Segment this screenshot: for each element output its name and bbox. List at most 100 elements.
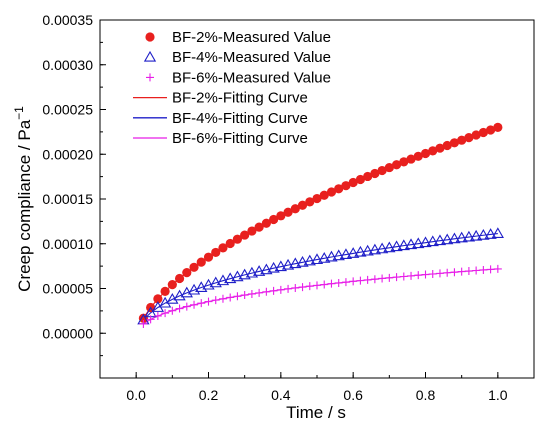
data-point-series-3 xyxy=(161,309,170,318)
data-point-series-1 xyxy=(435,143,445,153)
data-point-series-1 xyxy=(478,127,488,138)
data-point-series-2 xyxy=(426,235,439,247)
data-point-series-3 xyxy=(479,265,488,274)
data-point-series-1 xyxy=(218,243,228,253)
data-point-series-2 xyxy=(354,245,367,257)
data-point-series-1 xyxy=(399,157,409,167)
data-point-series-3 xyxy=(313,281,321,290)
data-point-series-3 xyxy=(493,264,502,273)
data-point-series-3 xyxy=(341,278,350,287)
data-point-series-2 xyxy=(477,228,490,240)
data-point-series-3 xyxy=(450,268,459,277)
data-point-series-3 xyxy=(182,302,191,311)
data-point-series-2 xyxy=(419,236,432,248)
y-axis-ticks: 0.00000 0.00005 0.00010 0.00015 0.00020 0.000… xyxy=(42,12,106,379)
data-point-series-3 xyxy=(146,315,155,324)
data-point-series-3 xyxy=(327,279,336,288)
data-point-series-3 xyxy=(262,287,271,296)
data-point-series-1 xyxy=(493,122,503,132)
legend-label-5: BF-4%-Fitting Curve xyxy=(172,110,308,127)
data-point-series-1 xyxy=(232,234,243,244)
data-point-series-3 xyxy=(457,267,466,276)
data-point-series-2 xyxy=(310,253,324,265)
y-tick-label: 0.00015 xyxy=(42,191,93,207)
data-point-series-1 xyxy=(283,207,293,217)
data-point-series-3 xyxy=(291,283,300,292)
data-point-series-3 xyxy=(472,266,481,275)
data-point-series-2 xyxy=(274,260,287,272)
data-point-series-1 xyxy=(391,160,402,170)
x-tick-label: 0.8 xyxy=(416,387,436,403)
data-point-series-1 xyxy=(261,218,271,228)
data-point-series-1 xyxy=(406,154,416,164)
data-point-series-2 xyxy=(260,263,273,275)
data-point-series-1 xyxy=(297,200,308,210)
data-point-series-2 xyxy=(390,240,403,252)
legend-symbol-1 xyxy=(145,32,155,42)
data-point-series-1 xyxy=(305,197,315,207)
y-tick-label: 0.00035 xyxy=(42,12,93,28)
data-point-series-1 xyxy=(225,238,235,249)
data-point-series-2 xyxy=(325,250,338,262)
data-point-series-2 xyxy=(303,254,316,266)
data-point-series-3 xyxy=(392,273,401,282)
data-point-series-1 xyxy=(348,177,358,188)
data-point-series-2 xyxy=(361,244,374,256)
data-point-series-3 xyxy=(378,274,387,283)
legend-label-1: BF-2%-Measured Value xyxy=(172,29,331,46)
y-axis-title-unit-exponent: −1 xyxy=(12,106,26,120)
data-point-series-2 xyxy=(469,229,483,241)
data-point-series-1 xyxy=(377,165,387,176)
data-point-series-2 xyxy=(252,265,266,276)
data-point-series-1 xyxy=(420,148,431,159)
data-point-series-3 xyxy=(356,276,365,285)
data-point-series-3 xyxy=(168,306,177,315)
data-point-series-2 xyxy=(267,261,280,273)
data-point-series-2 xyxy=(281,258,295,270)
data-point-series-1 xyxy=(384,162,394,173)
data-point-series-2 xyxy=(484,228,497,239)
data-point-series-2 xyxy=(397,239,410,251)
data-point-series-1 xyxy=(167,280,177,290)
data-point-series-1 xyxy=(269,214,279,225)
data-point-series-2 xyxy=(195,281,208,292)
data-point-series-1 xyxy=(240,230,250,240)
data-point-series-3 xyxy=(414,271,423,280)
y-tick-label: 0.00010 xyxy=(42,236,93,252)
data-point-series-3 xyxy=(421,270,430,279)
data-point-series-1 xyxy=(355,174,365,185)
data-point-series-2 xyxy=(347,247,360,258)
legend: BF-2%-Measured Value BF-4%-Measured Value… xyxy=(133,29,331,147)
data-point-series-1 xyxy=(457,135,467,145)
data-point-series-1 xyxy=(370,168,380,179)
data-point-series-3 xyxy=(443,268,452,277)
data-point-series-2 xyxy=(441,233,454,245)
data-point-series-3 xyxy=(139,319,148,328)
fitting-curve-3 xyxy=(143,268,498,325)
data-point-series-2 xyxy=(216,274,230,286)
x-tick-label: 0.0 xyxy=(126,387,146,403)
data-point-series-2 xyxy=(448,232,461,244)
data-point-series-1 xyxy=(319,190,329,200)
x-tick-label: 0.2 xyxy=(199,387,219,403)
data-point-series-3 xyxy=(428,270,437,279)
data-point-series-3 xyxy=(240,291,249,300)
y-axis-title-text: Creep compliance / Pa xyxy=(15,119,34,292)
data-point-series-3 xyxy=(218,294,227,303)
data-point-series-1 xyxy=(326,187,337,197)
data-point-series-2 xyxy=(289,257,302,269)
data-point-series-3 xyxy=(211,296,220,305)
data-point-series-2 xyxy=(412,237,425,249)
data-point-series-3 xyxy=(370,275,379,284)
x-tick-label: 0.4 xyxy=(271,387,291,403)
data-point-series-2 xyxy=(318,252,331,263)
data-point-series-3 xyxy=(204,297,213,306)
legend-symbol-3 xyxy=(146,73,154,82)
data-point-series-3 xyxy=(349,277,358,286)
data-point-series-1 xyxy=(174,273,185,284)
data-point-series-2 xyxy=(462,230,476,242)
data-point-series-3 xyxy=(269,286,278,295)
data-point-series-2 xyxy=(455,231,468,243)
data-point-series-1 xyxy=(471,130,481,140)
data-point-series-3 xyxy=(247,289,256,298)
